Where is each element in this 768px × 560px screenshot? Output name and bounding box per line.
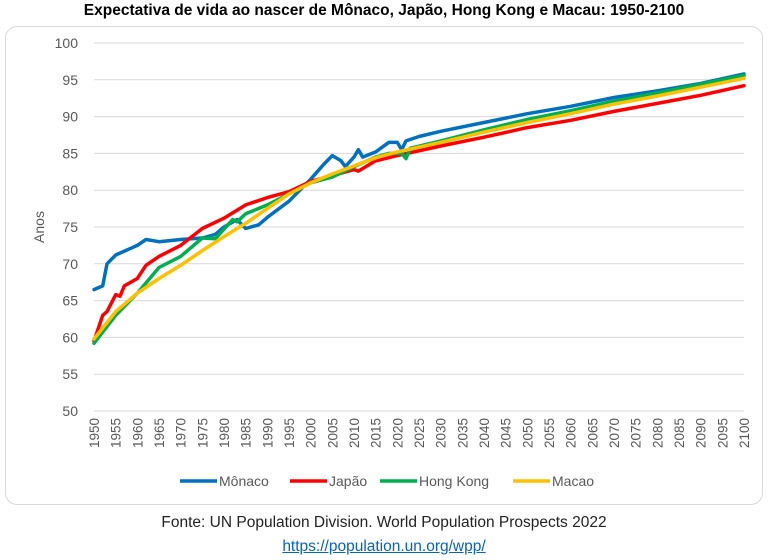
x-tick-label: 2020 [390, 418, 405, 448]
x-tick-label: 2085 [672, 418, 687, 448]
x-tick-label: 2050 [520, 418, 535, 448]
y-tick-label: 85 [62, 145, 78, 161]
x-tick-label: 2025 [412, 418, 427, 448]
x-tick-label: 2005 [325, 418, 340, 448]
x-tick-label: 2035 [455, 418, 470, 448]
x-tick-label: 2000 [304, 418, 319, 448]
x-tick-label: 2040 [477, 418, 492, 448]
y-tick-label: 80 [62, 182, 78, 198]
x-tick-label: 1965 [152, 418, 167, 448]
x-tick-label: 2080 [650, 418, 665, 448]
x-tick-label: 2100 [737, 418, 752, 448]
x-tick-label: 1995 [282, 418, 297, 448]
y-axis-label: Anos [31, 211, 47, 243]
series-line-macao [92, 76, 746, 341]
x-tick-label: 2065 [585, 418, 600, 448]
legend-label: Macao [552, 473, 594, 489]
y-tick-label: 55 [62, 366, 78, 382]
x-tick-label: 2015 [369, 418, 384, 448]
y-tick-label: 95 [62, 72, 78, 88]
x-tick-label: 1955 [109, 418, 124, 448]
x-tick-label: 2095 [715, 418, 730, 448]
y-tick-label: 65 [62, 293, 78, 309]
x-tick-label: 2055 [542, 418, 557, 448]
x-tick-label: 1985 [239, 418, 254, 448]
x-tick-label: 2045 [499, 418, 514, 448]
x-tick-label: 1950 [87, 418, 102, 448]
x-tick-label: 2030 [434, 418, 449, 448]
x-tick-label: 1980 [217, 418, 232, 448]
x-tick-label: 1960 [130, 418, 145, 448]
legend-label: Japão [329, 473, 367, 489]
chart-frame [5, 26, 763, 505]
y-tick-label: 50 [62, 403, 78, 419]
legend-label: Mônaco [219, 473, 269, 489]
x-tick-label: 2060 [564, 418, 579, 448]
source-text: Fonte: UN Population Division. World Pop… [161, 514, 607, 531]
series-line-hong-kong [92, 73, 746, 346]
y-tick-label: 60 [62, 329, 78, 345]
y-tick-label: 75 [62, 219, 78, 235]
y-tick-label: 90 [62, 109, 78, 125]
y-tick-label: 70 [62, 256, 78, 272]
x-tick-label: 1990 [260, 418, 275, 448]
x-tick-label: 1970 [174, 418, 189, 448]
series-line-mônaco [92, 72, 746, 292]
x-tick-label: 2070 [607, 418, 622, 448]
legend-label: Hong Kong [419, 473, 489, 489]
x-tick-label: 2010 [347, 418, 362, 448]
source-link[interactable]: https://population.un.org/wpp/ [282, 538, 486, 555]
series-line-japão [92, 83, 746, 343]
x-tick-label: 2090 [694, 418, 709, 448]
chart-title: Expectativa de vida ao nascer de Mônaco,… [83, 2, 685, 19]
x-tick-label: 1975 [195, 418, 210, 448]
x-tick-label: 2075 [629, 418, 644, 448]
y-tick-label: 100 [55, 35, 79, 51]
